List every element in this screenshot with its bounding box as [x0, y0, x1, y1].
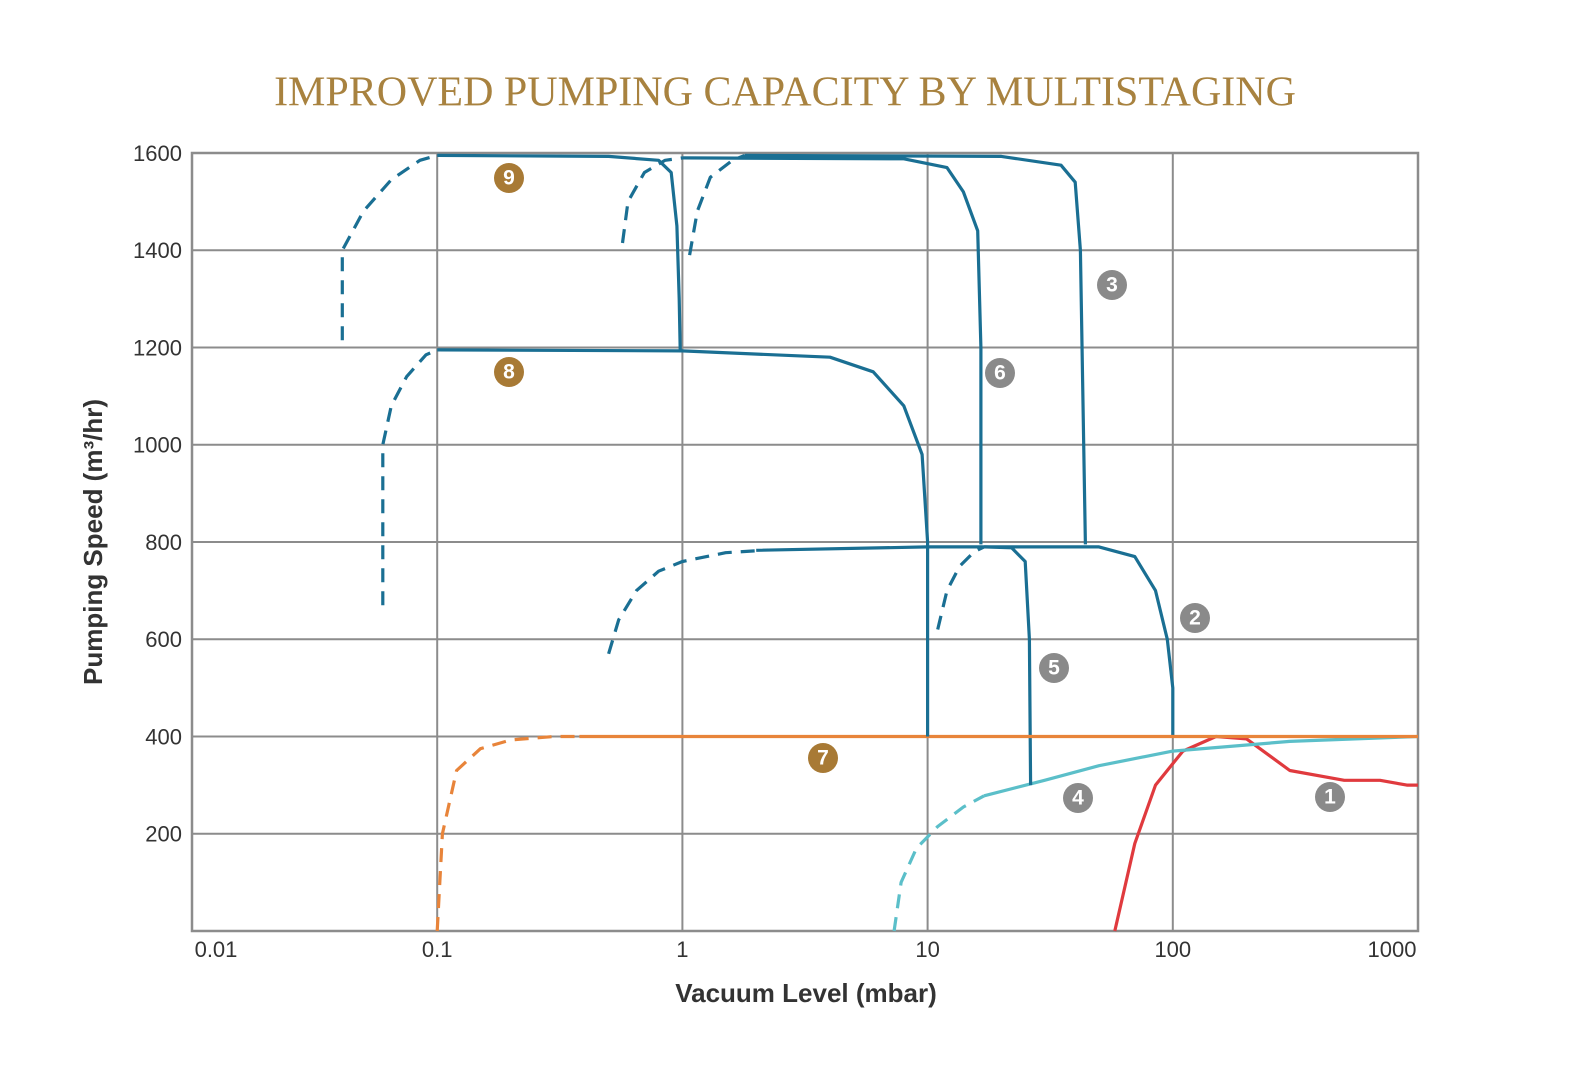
series-label: 5: [1048, 657, 1060, 680]
series-label: 4: [1072, 787, 1084, 810]
x-axis-label: Vacuum Level (mbar): [675, 978, 937, 1008]
y-axis-label: Pumping Speed (m³/hr): [78, 399, 108, 685]
series-badge: [1039, 653, 1069, 683]
y-tick-label: 200: [145, 822, 182, 847]
series-badge: [1097, 270, 1127, 300]
x-tick-label: 100: [1154, 937, 1191, 962]
line: [984, 545, 1033, 786]
series-badge: [1180, 603, 1210, 633]
x-tick-label: 0.1: [422, 937, 453, 962]
line: [1113, 734, 1418, 932]
line: [756, 545, 1175, 737]
series-badge: [1063, 783, 1093, 813]
dashed-line: [435, 734, 580, 932]
series-label: 6: [994, 362, 1006, 385]
x-tick-label: 1: [676, 937, 688, 962]
grid: [191, 152, 1419, 931]
y-tick-label: 400: [145, 724, 182, 749]
dashed-line: [892, 794, 985, 932]
series-badge: [1315, 782, 1345, 812]
y-tick-label: 1000: [133, 433, 182, 458]
dashed-line: [381, 348, 438, 606]
series-label: 3: [1106, 274, 1118, 297]
dashed-line: [607, 549, 757, 655]
series-label: 9: [503, 167, 515, 190]
y-tick-label: 1400: [133, 238, 182, 263]
line: [744, 153, 1087, 545]
dashed-line: [688, 153, 746, 256]
series-label: 1: [1324, 786, 1336, 809]
series-badge: [494, 357, 524, 387]
x-tick-label: 1000: [1368, 937, 1417, 962]
series-badge: [985, 358, 1015, 388]
dashed-line: [340, 153, 438, 341]
dashed-line: [620, 156, 683, 244]
x-tick-label: 10: [915, 937, 939, 962]
dashed-line: [936, 545, 985, 630]
x-tick-label: 0.01: [195, 937, 238, 962]
chart-title: IMPROVED PUMPING CAPACITY BY MULTISTAGIN…: [274, 70, 1296, 116]
series-label: 7: [817, 747, 829, 770]
line: [682, 156, 983, 545]
series-label: 2: [1189, 607, 1201, 630]
series-badge: [494, 163, 524, 193]
y-tick-label: 800: [145, 530, 182, 555]
plot-frame: [190, 151, 1420, 933]
y-tick-label: 1200: [133, 335, 182, 360]
y-tick-label: 1600: [133, 141, 182, 166]
series-badge: [808, 743, 838, 773]
line: [437, 153, 682, 350]
series-label: 8: [503, 361, 515, 384]
line: [983, 734, 1419, 798]
line: [437, 348, 930, 737]
y-tick-label: 600: [145, 627, 182, 652]
